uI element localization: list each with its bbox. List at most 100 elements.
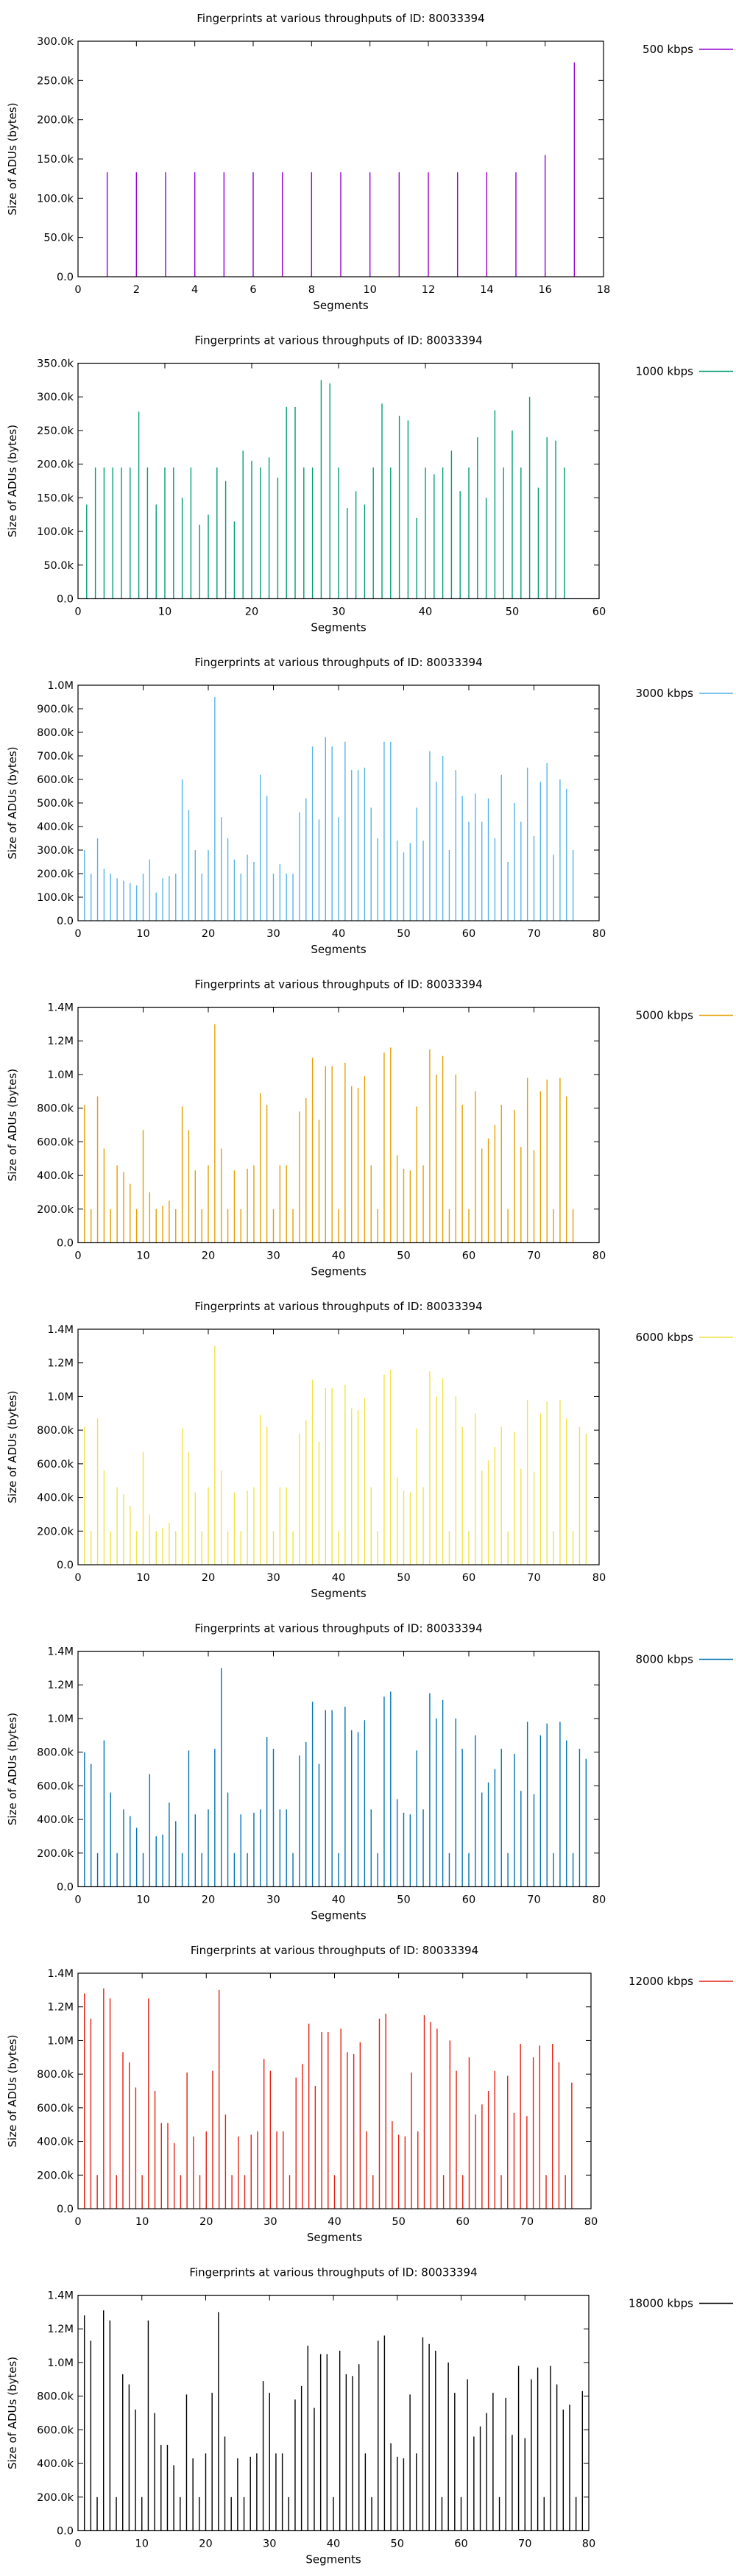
y-tick-label: 200.0k: [37, 459, 74, 471]
chart-title: Fingerprints at various throughputs of I…: [194, 656, 482, 669]
y-axis-label: Size of ADUs (bytes): [6, 2034, 19, 2147]
plot-border: [77, 40, 604, 277]
x-tick-label: 10: [135, 2216, 149, 2228]
y-tick-label: 300.0k: [37, 36, 74, 48]
y-tick-label: 1.4M: [47, 1646, 74, 1658]
y-tick-label: 1.0M: [47, 680, 74, 692]
x-tick-label: 10: [136, 1250, 149, 1262]
y-tick-label: 1.2M: [47, 2324, 74, 2335]
y-tick-label: 50.0k: [43, 233, 74, 244]
chart-panel-2: Fingerprints at various throughputs of I…: [6, 334, 733, 634]
y-axis-label: Size of ADUs (bytes): [6, 2357, 19, 2469]
y-tick-label: 400.0k: [37, 2137, 74, 2148]
legend-label: 12000 kbps: [629, 1975, 693, 1988]
x-tick-label: 14: [480, 284, 493, 296]
chart-panel-8: Fingerprints at various throughputs of I…: [6, 2266, 733, 2566]
y-tick-label: 800.0k: [37, 727, 74, 739]
y-tick-label: 0.0: [57, 1882, 74, 1894]
x-axis-label: Segments: [305, 2553, 361, 2566]
y-tick-label: 1.0M: [47, 1069, 74, 1081]
chart-title: Fingerprints at various throughputs of I…: [189, 2266, 477, 2279]
x-axis-label: Segments: [311, 1587, 367, 1600]
legend-label: 18000 kbps: [629, 2297, 693, 2310]
chart-panel-5: Fingerprints at various throughputs of I…: [6, 1300, 733, 1600]
plot-border: [77, 1650, 600, 1888]
x-tick-label: 2: [133, 284, 140, 296]
x-tick-label: 70: [527, 1894, 540, 1906]
chart-panel-4: Fingerprints at various throughputs of I…: [6, 978, 733, 1278]
x-tick-label: 80: [582, 2538, 595, 2550]
x-tick-label: 30: [266, 1250, 280, 1262]
y-tick-label: 0.0: [57, 594, 74, 606]
x-tick-label: 30: [266, 928, 280, 940]
y-tick-label: 200.0k: [37, 1526, 74, 1538]
x-tick-label: 40: [332, 1572, 345, 1584]
chart-panel-7: Fingerprints at various throughputs of I…: [6, 1944, 733, 2244]
x-tick-label: 70: [527, 1572, 540, 1584]
x-tick-label: 0: [74, 1250, 81, 1262]
x-tick-label: 0: [74, 928, 81, 940]
plot-border: [77, 1328, 600, 1565]
x-tick-label: 10: [136, 1894, 149, 1906]
y-tick-label: 1.0M: [47, 1713, 74, 1725]
x-tick-label: 40: [419, 606, 432, 618]
y-tick-label: 1.0M: [47, 2357, 74, 2369]
legend-label: 3000 kbps: [636, 687, 694, 700]
y-tick-label: 1.4M: [47, 1002, 74, 1014]
x-tick-label: 60: [462, 1572, 475, 1584]
y-axis-label: Size of ADUs (bytes): [6, 1713, 19, 1825]
chart-panel-3: Fingerprints at various throughputs of I…: [6, 656, 733, 956]
legend-label: 5000 kbps: [636, 1009, 694, 1022]
x-tick-label: 20: [245, 606, 258, 618]
x-tick-label: 10: [136, 1572, 149, 1584]
y-tick-label: 200.0k: [37, 115, 74, 127]
x-tick-label: 10: [158, 606, 171, 618]
y-tick-label: 1.4M: [47, 2290, 74, 2302]
y-tick-label: 800.0k: [37, 2391, 74, 2403]
y-tick-label: 1.4M: [47, 1968, 74, 1980]
x-tick-label: 8: [308, 284, 315, 296]
x-tick-label: 20: [199, 2538, 212, 2550]
y-tick-label: 150.0k: [37, 154, 74, 166]
y-tick-label: 100.0k: [37, 892, 74, 904]
y-tick-label: 350.0k: [37, 358, 74, 370]
x-tick-label: 16: [538, 284, 551, 296]
x-tick-label: 12: [422, 284, 435, 296]
x-tick-label: 40: [332, 1894, 345, 1906]
x-tick-label: 50: [391, 2538, 404, 2550]
x-axis-label: Segments: [311, 1909, 367, 1922]
x-tick-label: 70: [520, 2216, 534, 2228]
y-tick-label: 600.0k: [37, 1459, 74, 1471]
y-tick-label: 200.0k: [37, 1848, 74, 1860]
x-tick-label: 80: [592, 1894, 606, 1906]
y-tick-label: 800.0k: [37, 1747, 74, 1759]
y-tick-label: 400.0k: [37, 1170, 74, 1182]
x-tick-label: 60: [592, 606, 606, 618]
y-tick-label: 100.0k: [37, 526, 74, 538]
y-tick-label: 300.0k: [37, 845, 74, 857]
x-tick-label: 0: [74, 1572, 81, 1584]
y-tick-label: 100.0k: [37, 193, 74, 205]
x-axis-label: Segments: [311, 1265, 367, 1278]
x-tick-label: 50: [397, 1572, 410, 1584]
y-tick-label: 1.2M: [47, 1680, 74, 1691]
x-tick-label: 20: [202, 1572, 215, 1584]
chart-title: Fingerprints at various throughputs of I…: [191, 1944, 478, 1957]
y-tick-label: 800.0k: [37, 2069, 74, 2081]
x-tick-label: 60: [456, 2216, 470, 2228]
x-tick-label: 20: [199, 2216, 213, 2228]
y-tick-label: 600.0k: [37, 1136, 74, 1148]
y-tick-label: 400.0k: [37, 821, 74, 833]
chart-title: Fingerprints at various throughputs of I…: [194, 1300, 482, 1313]
x-tick-label: 6: [250, 284, 256, 296]
y-tick-label: 0.0: [57, 2204, 74, 2215]
chart-title: Fingerprints at various throughputs of I…: [194, 334, 482, 347]
x-tick-label: 20: [202, 1894, 215, 1906]
x-tick-label: 0: [74, 1894, 81, 1906]
x-tick-label: 60: [462, 1250, 475, 1262]
y-tick-label: 0.0: [57, 916, 74, 927]
y-tick-label: 600.0k: [37, 2424, 74, 2436]
y-tick-label: 200.0k: [37, 2170, 74, 2182]
x-tick-label: 0: [74, 606, 81, 618]
y-tick-label: 0.0: [57, 272, 74, 283]
